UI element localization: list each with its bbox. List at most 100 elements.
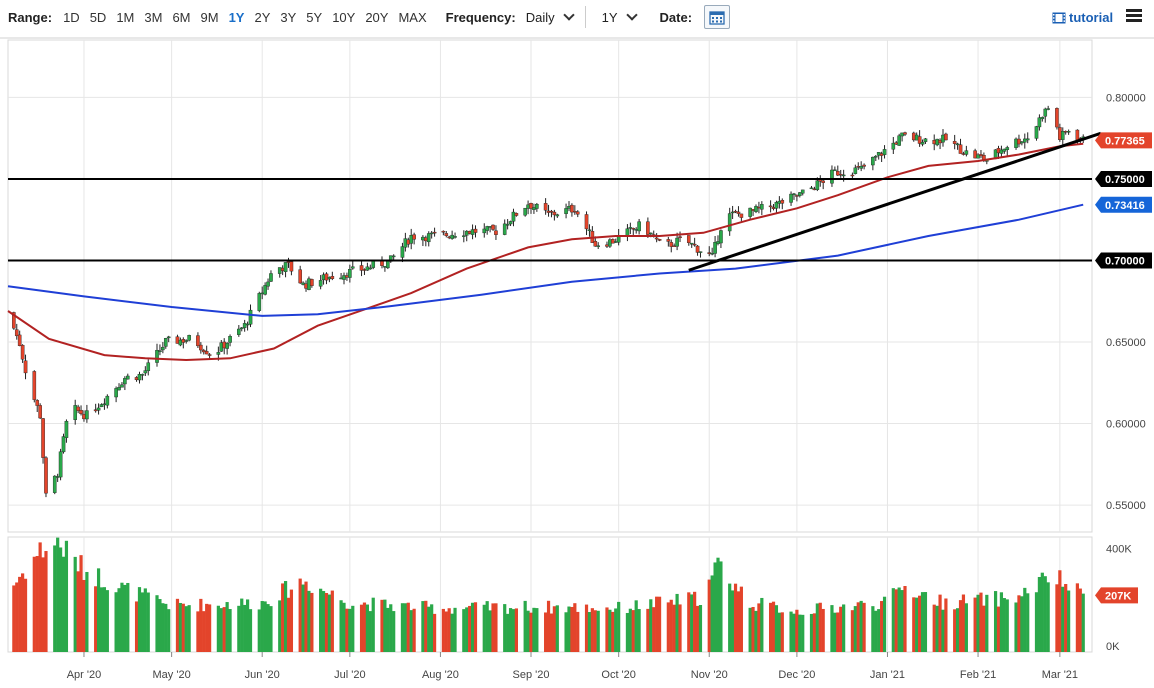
x-tick-label: Jun '20 xyxy=(245,669,280,681)
candle-body xyxy=(727,213,732,232)
volume-bar xyxy=(728,583,732,652)
volume-bar xyxy=(771,601,776,652)
candle-body xyxy=(485,226,489,231)
candle-body xyxy=(242,323,247,328)
range-button-max[interactable]: MAX xyxy=(398,9,427,25)
volume-bar xyxy=(53,545,57,652)
volume-bar xyxy=(351,605,355,652)
volume-bar xyxy=(389,604,393,652)
volume-bar xyxy=(368,611,372,652)
volume-bar xyxy=(587,612,592,652)
range-button-5d[interactable]: 5D xyxy=(89,9,107,25)
volume-bar xyxy=(935,605,939,652)
candle-body xyxy=(502,223,507,235)
volume-bar xyxy=(739,586,743,652)
frequency-value: Daily xyxy=(525,9,555,25)
candle-body xyxy=(678,236,682,238)
volume-bar xyxy=(871,606,875,652)
volume-bar xyxy=(263,601,267,652)
volume-bar xyxy=(392,611,396,652)
candle-body xyxy=(482,228,487,234)
volume-bar xyxy=(348,608,352,652)
volume-bar xyxy=(15,582,19,652)
range-button-3y[interactable]: 3Y xyxy=(280,9,297,25)
frequency-select[interactable]: Daily xyxy=(525,9,575,25)
volume-bar xyxy=(690,594,694,652)
volume-bar xyxy=(462,609,466,652)
range-button-20y[interactable]: 20Y xyxy=(365,9,389,25)
volume-bar xyxy=(202,611,206,652)
volume-bar xyxy=(982,605,986,652)
price-panel-frame xyxy=(7,39,1093,533)
candle-body xyxy=(426,233,431,243)
candle-body xyxy=(549,210,554,213)
candle-body xyxy=(999,149,1004,154)
candle-body xyxy=(1043,108,1048,117)
range-button-6m[interactable]: 6M xyxy=(172,9,191,25)
candle-body xyxy=(400,246,405,258)
candle-body xyxy=(82,413,86,420)
volume-bar xyxy=(248,609,253,652)
range-button-5y[interactable]: 5Y xyxy=(306,9,323,25)
candle-body xyxy=(841,174,846,177)
candle-body xyxy=(52,475,57,493)
volume-bar xyxy=(964,603,968,652)
volume-bar xyxy=(167,609,171,652)
candle-body xyxy=(1046,108,1050,110)
date-picker-button[interactable] xyxy=(704,5,731,29)
volume-bar xyxy=(365,604,369,652)
period-select[interactable]: 1Y xyxy=(602,9,638,25)
range-button-1d[interactable]: 1D xyxy=(63,9,80,25)
volume-bar xyxy=(73,556,77,652)
volume-bar xyxy=(955,608,960,652)
calendar-icon xyxy=(709,10,725,25)
x-tick-label: May '20 xyxy=(153,669,191,681)
candle-body xyxy=(245,323,250,326)
volume-bar xyxy=(23,578,28,652)
candle-body xyxy=(429,232,434,235)
tutorial-link[interactable]: tutorial xyxy=(1052,10,1113,25)
range-button-2y[interactable]: 2Y xyxy=(254,9,271,25)
volume-bar xyxy=(96,568,101,652)
volume-bar xyxy=(432,613,437,652)
price-tag xyxy=(1095,252,1152,269)
candle-body xyxy=(952,141,957,144)
volume-bar xyxy=(897,587,901,652)
range-button-1y[interactable]: 1Y xyxy=(228,9,245,25)
candle-body xyxy=(14,329,19,337)
candle-body xyxy=(228,336,232,343)
candle-body xyxy=(432,231,437,234)
volume-bar xyxy=(1081,593,1085,652)
date-label: Date: xyxy=(659,9,693,25)
range-button-10y[interactable]: 10Y xyxy=(332,9,356,25)
candle-body xyxy=(505,224,510,226)
volume-bar xyxy=(637,609,641,652)
candle-body xyxy=(646,221,650,235)
volume-bar xyxy=(140,592,145,652)
volume-bar xyxy=(850,610,855,652)
range-buttons: 1D 5D 1M 3M 6M 9M 1Y 2Y 3Y 5Y 10Y 20Y MAX xyxy=(58,10,432,25)
candle-body xyxy=(99,404,104,408)
volume-bar xyxy=(327,594,332,652)
candle-body xyxy=(686,235,691,243)
range-button-1m[interactable]: 1M xyxy=(116,9,135,25)
volume-bar xyxy=(281,583,285,652)
range-button-3m[interactable]: 3M xyxy=(144,9,163,25)
range-button-9m[interactable]: 9M xyxy=(200,9,219,25)
candle-body xyxy=(421,236,425,241)
volume-bar xyxy=(570,606,574,652)
hamburger-menu-icon[interactable] xyxy=(1126,9,1142,23)
candle-body xyxy=(257,293,262,311)
candle-body xyxy=(836,171,840,176)
candle-body xyxy=(216,352,221,355)
volume-bar xyxy=(961,594,966,652)
volume-bar xyxy=(114,592,118,652)
candle-body xyxy=(38,405,42,419)
volume-bar xyxy=(257,609,261,652)
candle-body xyxy=(1022,138,1027,143)
candle-body xyxy=(76,406,80,411)
candle-body xyxy=(628,227,633,229)
candle-body xyxy=(941,134,945,143)
candle-body xyxy=(339,277,343,280)
volume-bar xyxy=(839,606,843,652)
